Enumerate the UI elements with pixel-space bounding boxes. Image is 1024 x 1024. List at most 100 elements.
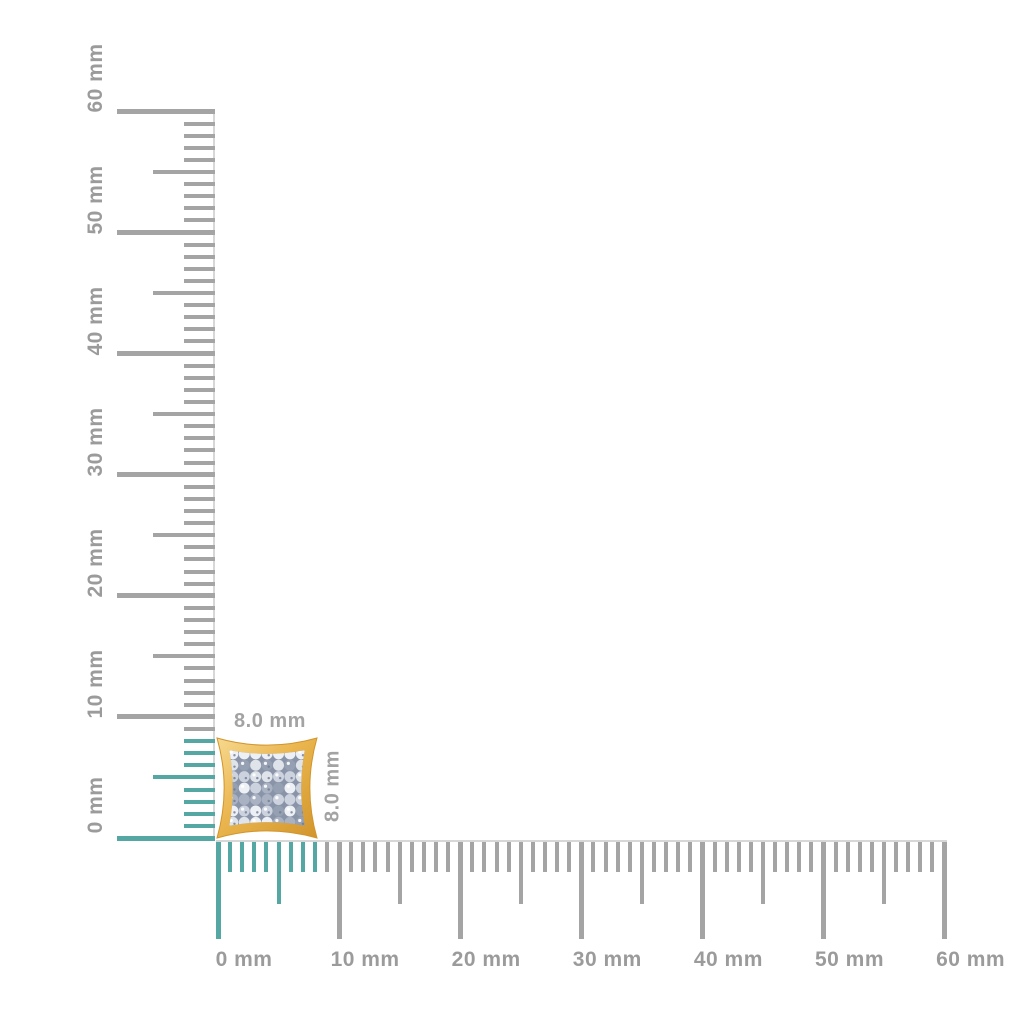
h-ruler-tick-11mm [349,842,354,872]
v-ruler-tick-20mm [117,593,215,599]
h-ruler-tick-14mm [385,842,390,872]
v-ruler-tick-10mm [117,714,215,720]
h-ruler-tick-25mm [518,842,523,904]
h-ruler-tick-40mm [699,842,705,939]
h-ruler-tick-50mm [821,842,826,939]
h-ruler-tick-10mm [336,842,342,939]
v-ruler-tick-19mm [184,605,215,610]
v-ruler-tick-11mm [184,702,215,707]
h-ruler-tick-0mm [215,842,221,939]
h-ruler-tick-15mm [397,842,402,904]
v-ruler-tick-55mm [153,169,215,174]
h-ruler-tick-60mm [942,842,948,939]
v-ruler-label-30mm: 30 mm [84,407,107,477]
h-ruler-tick-34mm [627,842,632,872]
v-ruler-tick-14mm [184,666,215,671]
v-ruler-tick-47mm [184,266,215,271]
h-ruler-tick-33mm [615,842,620,872]
v-ruler-label-0mm: 0 mm [84,776,107,834]
horizontal-ruler-edge [216,840,947,842]
h-ruler-label-30mm: 30 mm [572,948,642,971]
v-ruler-tick-32mm [184,448,215,453]
v-ruler-tick-1mm [184,823,215,828]
h-ruler-tick-41mm [712,842,717,872]
h-ruler-tick-57mm [906,842,911,872]
h-ruler-tick-44mm [748,842,753,872]
v-ruler-tick-21mm [184,581,215,586]
h-ruler-tick-27mm [542,842,547,872]
v-ruler-tick-5mm [153,775,215,780]
v-ruler-tick-52mm [184,206,215,211]
h-ruler-tick-20mm [457,842,463,939]
v-ruler-tick-37mm [184,387,215,392]
h-ruler-tick-46mm [773,842,778,872]
v-ruler-tick-40mm [117,351,215,357]
h-ruler-tick-8mm [312,842,317,872]
h-ruler-tick-58mm [918,842,923,872]
v-ruler-tick-22mm [184,569,215,574]
v-ruler-tick-25mm [153,533,215,538]
h-ruler-tick-37mm [664,842,669,872]
v-ruler-tick-18mm [184,618,215,623]
v-ruler-tick-17mm [184,630,215,635]
v-ruler-tick-15mm [153,654,215,659]
h-ruler-label-20mm: 20 mm [451,948,521,971]
v-ruler-label-20mm: 20 mm [84,528,107,598]
h-ruler-tick-3mm [252,842,257,872]
v-ruler-tick-8mm [184,739,215,744]
h-ruler-tick-32mm [603,842,608,872]
v-ruler-tick-29mm [184,484,215,489]
h-ruler-tick-5mm [276,842,281,904]
h-ruler-tick-22mm [482,842,487,872]
v-ruler-tick-26mm [184,521,215,526]
v-ruler-tick-28mm [184,496,215,501]
v-ruler-tick-31mm [184,460,215,465]
h-ruler-tick-56mm [894,842,899,872]
h-ruler-tick-6mm [288,842,293,872]
h-ruler-tick-12mm [361,842,366,872]
h-ruler-tick-54mm [869,842,874,872]
v-ruler-tick-13mm [184,678,215,683]
h-ruler-tick-45mm [760,842,765,904]
v-ruler-tick-48mm [184,254,215,259]
v-ruler-tick-43mm [184,315,215,320]
v-ruler-tick-4mm [184,787,215,792]
v-ruler-tick-27mm [184,509,215,514]
h-ruler-tick-28mm [555,842,560,872]
v-ruler-tick-50mm [117,230,215,235]
v-ruler-tick-0mm [117,835,215,841]
v-ruler-tick-59mm [184,121,215,126]
h-ruler-tick-39mm [688,842,693,872]
h-ruler-tick-9mm [324,842,329,872]
v-ruler-tick-3mm [184,799,215,804]
v-ruler-tick-24mm [184,545,215,550]
v-ruler-tick-42mm [184,327,215,332]
v-ruler-tick-7mm [184,751,215,756]
h-ruler-tick-29mm [567,842,572,872]
v-ruler-tick-54mm [184,182,215,187]
h-ruler-tick-53mm [857,842,862,872]
h-ruler-tick-49mm [809,842,814,872]
h-ruler-tick-48mm [797,842,802,872]
v-ruler-tick-44mm [184,303,215,308]
v-ruler-tick-39mm [184,363,215,368]
v-ruler-tick-46mm [184,278,215,283]
h-ruler-tick-26mm [530,842,535,872]
h-ruler-tick-24mm [506,842,511,872]
v-ruler-tick-6mm [184,763,215,768]
h-ruler-tick-16mm [409,842,414,872]
h-ruler-label-0mm: 0 mm [215,948,273,971]
v-ruler-tick-53mm [184,194,215,199]
h-ruler-label-10mm: 10 mm [330,948,400,971]
h-ruler-tick-42mm [724,842,729,872]
h-ruler-tick-13mm [373,842,378,872]
h-ruler-label-40mm: 40 mm [693,948,763,971]
v-ruler-tick-34mm [184,424,215,429]
h-ruler-tick-17mm [421,842,426,872]
h-ruler-tick-38mm [676,842,681,872]
v-ruler-tick-2mm [184,811,215,816]
h-ruler-tick-21mm [470,842,475,872]
h-ruler-tick-1mm [228,842,233,872]
h-ruler-tick-47mm [785,842,790,872]
